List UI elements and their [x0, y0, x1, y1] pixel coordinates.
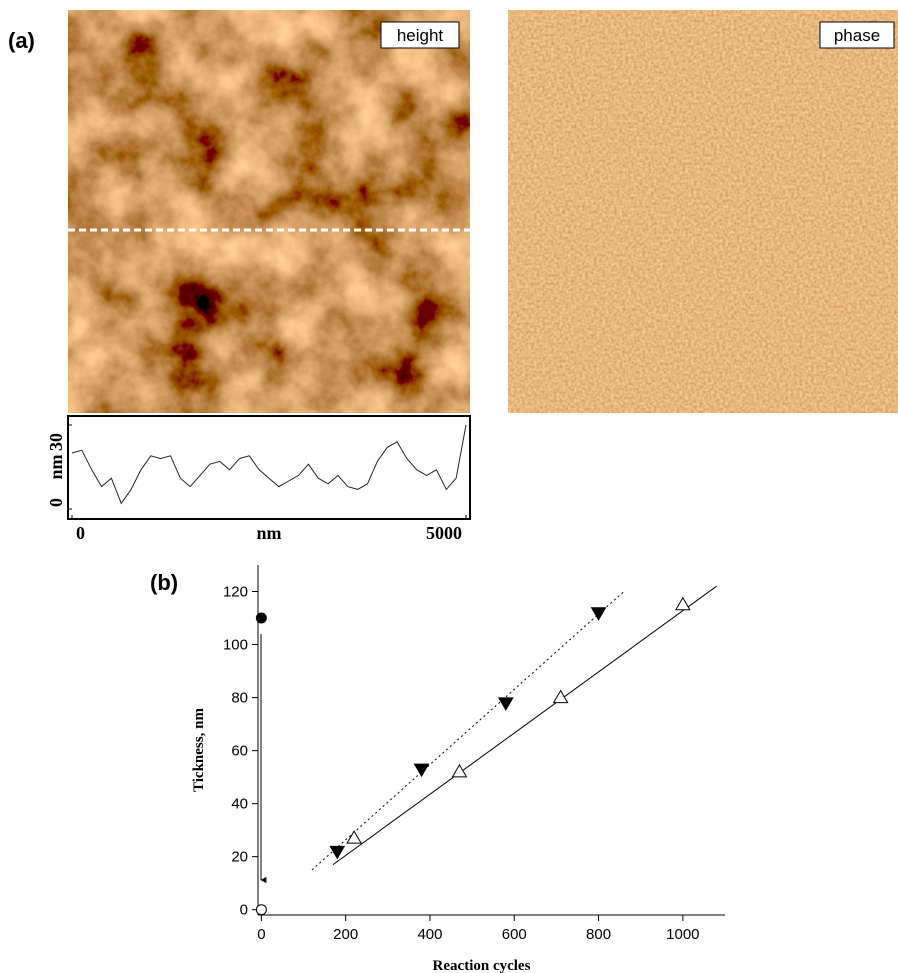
image-label-box: [819, 21, 895, 49]
fit-line: [311, 591, 625, 871]
panel-label: (a): [8, 28, 35, 53]
point: [413, 763, 430, 778]
y-tick-label: 120: [223, 584, 248, 601]
x-axis-label: Reaction cycles: [433, 958, 531, 973]
fit-line: [332, 585, 717, 866]
y-tick-label: 0: [240, 902, 248, 919]
y-tick-label: 100: [223, 637, 248, 654]
x-tick-label: 200: [333, 926, 358, 943]
x-tick-label: 0: [76, 523, 85, 543]
point: [497, 697, 514, 711]
image-label: height: [397, 26, 444, 45]
image-label: phase: [834, 26, 880, 45]
y-axis-label: Tickness, nm: [191, 708, 207, 792]
x-tick-label: 1000: [666, 926, 699, 943]
panel-label: (b): [150, 570, 178, 595]
height-image: [68, 10, 470, 413]
image-label-box: [380, 21, 460, 49]
y-tick-label: 60: [231, 743, 248, 760]
point: [346, 830, 362, 844]
x-tick-label: 400: [417, 926, 442, 943]
y-tick-label: 30: [46, 433, 66, 451]
point: [674, 596, 691, 611]
x-axis-label: nm: [256, 523, 281, 543]
profile-trace: [71, 424, 467, 505]
y-tick-label: 0: [46, 498, 66, 507]
point: [255, 904, 267, 916]
phase-image: [508, 10, 898, 413]
point: [329, 845, 346, 860]
y-tick-label: 80: [231, 690, 248, 707]
point: [590, 607, 607, 621]
point: [451, 763, 468, 778]
point: [255, 612, 267, 624]
point: [552, 689, 569, 704]
y-tick-label: 20: [231, 849, 248, 866]
profile-frame: [67, 415, 471, 520]
x-tick-label: 5000: [426, 523, 462, 543]
y-tick-label: 40: [231, 796, 248, 813]
x-tick-label: 600: [502, 926, 527, 943]
x-tick-label: 0: [257, 926, 265, 943]
y-axis-label: nm: [46, 454, 66, 479]
x-tick-label: 800: [586, 926, 611, 943]
